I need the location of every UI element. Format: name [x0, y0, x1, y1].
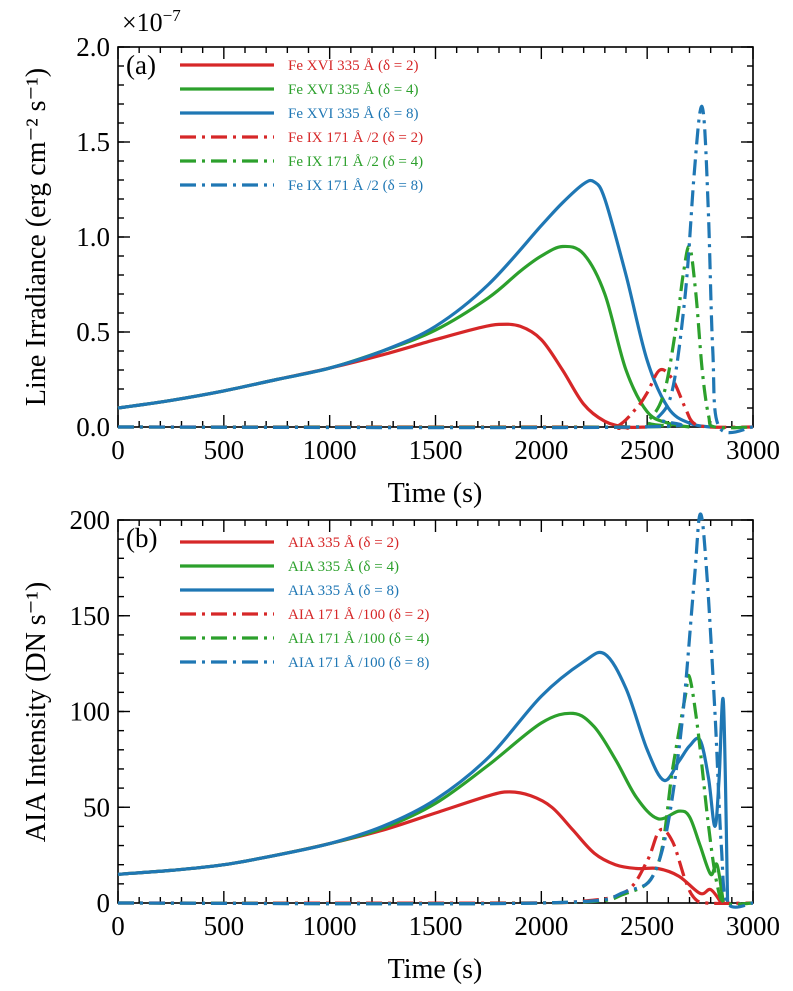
legend-label-4: Fe IX 171 Å /2 (δ = 4) [288, 154, 423, 170]
y-tick-label: 0.0 [76, 412, 110, 442]
x-tick-label: 3000 [726, 435, 780, 465]
x-tick-label: 1500 [409, 435, 463, 465]
panel-b-ylabel: AIA Intensity (DN s⁻¹) [21, 582, 52, 842]
legend-label-1: AIA 335 Å (δ = 4) [288, 559, 399, 575]
panel-b: 0 500 1000 1500 2000 2500 3000 0 50 100 150 200 AIA … [21, 505, 780, 985]
series-line-4 [117, 244, 754, 430]
panel-b-label: (b) [126, 523, 157, 553]
legend-label-2: Fe XVI 335 Å (δ = 8) [288, 106, 419, 122]
x-tick-label: 0 [111, 435, 125, 465]
y-tick-label: 50 [83, 792, 110, 822]
panel-b-frame [117, 519, 754, 904]
legend-label-0: Fe XVI 335 Å (δ = 2) [288, 58, 419, 74]
y-tick-label: 0.5 [76, 317, 110, 347]
x-tick-label: 3000 [726, 911, 780, 941]
legend-label-3: AIA 171 Å /100 (δ = 2) [288, 607, 429, 623]
x-tick-label: 500 [204, 911, 245, 941]
y-tick-label: 1.0 [76, 222, 110, 252]
series-line-5 [117, 104, 754, 435]
series-line-1 [117, 244, 690, 429]
y-tick-label: 1.5 [76, 127, 110, 157]
y-tick-label: 150 [70, 601, 111, 631]
panel-a-plot: 0 500 1000 1500 2000 2500 3000 0.0 0.5 1.0 1.5 2.0 F… [76, 32, 780, 465]
y-tick-label: 100 [70, 697, 111, 727]
series-line-5 [117, 512, 754, 909]
x-tick-label: 2500 [620, 435, 674, 465]
legend-label-1: Fe XVI 335 Å (δ = 4) [288, 82, 419, 98]
x-tick-label: 0 [111, 911, 125, 941]
panel-a-xlabel: Time (s) [388, 478, 483, 509]
legend-label-3: Fe IX 171 Å /2 (δ = 2) [288, 130, 423, 146]
panel-a-label: (a) [126, 50, 156, 80]
y-tick-label: 2.0 [76, 32, 110, 62]
x-tick-label: 500 [204, 435, 245, 465]
x-tick-label: 1000 [303, 911, 357, 941]
panel-a-ylabel: Line Irradiance (erg cm⁻² s⁻¹) [21, 68, 52, 406]
x-tick-label: 1500 [409, 911, 463, 941]
y-tick-label: 200 [70, 505, 111, 535]
legend-label-4: AIA 171 Å /100 (δ = 4) [288, 631, 429, 647]
panel-a: 0 500 1000 1500 2000 2500 3000 0.0 0.5 1.0 1.5 2.0 F… [21, 6, 780, 509]
legend-label-5: AIA 171 Å /100 (δ = 8) [288, 655, 429, 671]
series-line-0 [117, 322, 648, 429]
panel-b-plot: 0 500 1000 1500 2000 2500 3000 0 50 100 150 200 AIA … [70, 505, 781, 941]
y-tick-label: 0 [97, 888, 111, 918]
x-tick-label: 2500 [620, 911, 674, 941]
series-line-2 [117, 178, 711, 429]
x-tick-label: 2000 [514, 911, 568, 941]
x-tick-label: 2000 [514, 435, 568, 465]
panel-a-exponent: ×10−7 [122, 6, 181, 37]
series-line-2 [117, 650, 730, 904]
legend-label-5: Fe IX 171 Å /2 (δ = 8) [288, 178, 423, 194]
panel-b-xlabel: Time (s) [388, 954, 483, 985]
legend-label-0: AIA 335 Å (δ = 2) [288, 535, 399, 551]
legend-label-2: AIA 335 Å (δ = 8) [288, 583, 399, 599]
x-tick-label: 1000 [303, 435, 357, 465]
